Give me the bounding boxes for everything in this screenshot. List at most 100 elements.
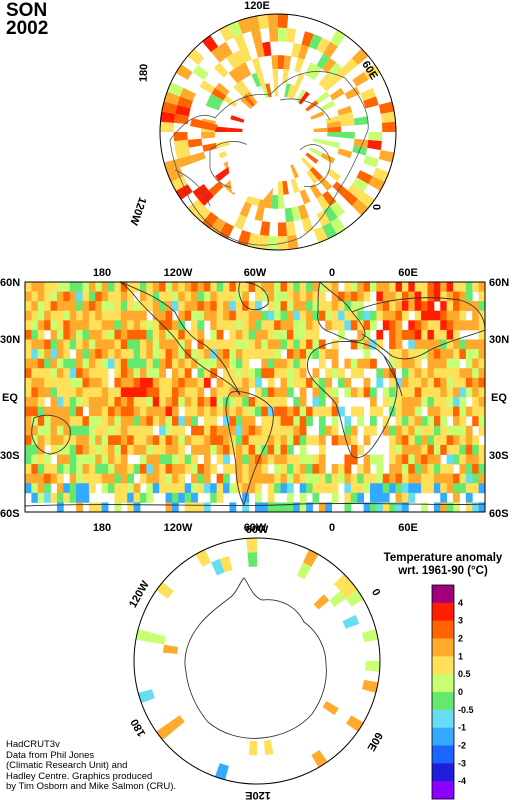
global-grid-cell	[31, 406, 39, 417]
global-grid-cell	[69, 339, 77, 350]
global-grid-cell	[184, 291, 192, 302]
north-polar-cell	[305, 100, 319, 112]
north-polar-cell	[233, 83, 247, 98]
global-grid-cell	[203, 291, 211, 302]
global-grid-cell	[140, 377, 147, 388]
global-grid-cell	[146, 473, 154, 484]
global-grid-cell	[203, 473, 211, 484]
north-polar-cell	[210, 217, 226, 235]
legend-tick-2: 2	[458, 634, 463, 644]
global-grid-cell	[63, 425, 71, 436]
south-polar-cell	[322, 701, 339, 716]
global-grid-cell	[255, 310, 262, 321]
global-grid-cell	[191, 310, 198, 321]
global-grid-cell	[69, 397, 77, 407]
global-grid-cell	[152, 435, 160, 446]
global-grid-cell	[363, 387, 371, 398]
global-grid-cell	[82, 435, 90, 446]
global-grid-cell	[133, 435, 141, 446]
global-grid-cell	[184, 454, 192, 465]
global-grid-cell	[261, 454, 269, 465]
global-grid-cell	[25, 320, 32, 331]
global-grid-cell	[171, 291, 179, 302]
global-grid-cell	[363, 454, 371, 465]
south-polar-cell	[296, 562, 312, 580]
global-grid-cell	[414, 464, 422, 475]
global-grid-cell	[242, 329, 250, 340]
global-grid-cell	[453, 397, 460, 407]
global-grid-cell	[427, 320, 435, 331]
legend-tick-minus-3: -3	[458, 758, 466, 768]
global-grid-cell	[44, 387, 51, 398]
global-grid-cell	[453, 282, 460, 292]
global-grid-cell	[171, 329, 179, 340]
global-grid-cell	[88, 291, 96, 302]
global-grid-cell	[88, 502, 96, 512]
global-grid-cell	[133, 310, 141, 321]
global-grid-cell	[274, 483, 281, 494]
north-polar-cell	[273, 82, 278, 97]
global-grid-cell	[216, 329, 224, 340]
global-grid-cell	[248, 483, 256, 494]
north-polar-cell	[167, 167, 184, 182]
global-grid-cell	[478, 291, 485, 302]
global-grid-cell	[453, 349, 460, 360]
global-grid-cell	[421, 464, 428, 475]
global-grid-cell	[108, 454, 115, 465]
global-grid-cell	[286, 358, 294, 369]
global-grid-cell	[421, 502, 428, 512]
global-grid-cell	[178, 483, 186, 494]
global-grid-cell	[433, 320, 441, 331]
global-grid-cell	[453, 291, 460, 302]
global-grid-cell	[37, 406, 45, 417]
global-grid-cell	[178, 320, 186, 331]
global-grid-cell	[127, 464, 135, 475]
north-polar-cell	[318, 73, 333, 88]
global-grid-cell	[82, 368, 90, 379]
global-grid-cell	[216, 291, 224, 302]
north-polar-cell	[160, 121, 175, 132]
global-grid-cell	[433, 435, 441, 446]
global-coastlines	[25, 282, 485, 507]
global-grid-cell	[255, 406, 262, 417]
legend-tick-0: 0	[458, 687, 463, 697]
global-grid-cell	[210, 282, 218, 292]
global-grid-cell	[472, 416, 480, 427]
global-grid-cell	[414, 377, 422, 388]
global-grid-cell	[248, 301, 256, 312]
global-grid-cell	[274, 454, 281, 465]
global-grid-cell	[165, 425, 173, 436]
global-grid-cell	[210, 483, 218, 494]
north-polar-cell	[267, 235, 278, 250]
global-grid-cell	[56, 397, 64, 407]
global-grid-cell	[235, 483, 243, 494]
global-grid-cell	[108, 416, 115, 427]
global-grid-cell	[197, 397, 205, 407]
global-grid-cell	[389, 406, 396, 417]
global-grid-cell	[459, 406, 467, 417]
global-grid-cell	[165, 310, 173, 321]
north-polar-cell	[327, 62, 343, 78]
global-grid-cell	[306, 483, 313, 494]
global-grid-cell	[44, 282, 51, 292]
global-grid-cell	[50, 425, 58, 436]
global-grid-cell	[370, 406, 377, 417]
global-grid-cell	[171, 425, 179, 436]
global-grid-cell	[312, 339, 320, 350]
north-polar-cell	[285, 28, 297, 43]
global-grid-cell	[286, 301, 294, 312]
global-grid-cell	[203, 416, 211, 427]
north-polar-cell	[342, 190, 358, 206]
global-grid-cell	[210, 425, 218, 436]
global-grid-cell	[56, 358, 64, 369]
global-grid-cell	[293, 320, 301, 331]
global-grid-cell	[255, 329, 262, 340]
global-grid-cell	[286, 502, 294, 512]
north-polar-cell	[315, 91, 330, 104]
global-grid-cell	[152, 339, 160, 350]
legend-color-swatch	[432, 781, 454, 800]
global-grid-cell	[280, 368, 288, 379]
global-grid-cell	[280, 377, 288, 388]
global-grid-cell	[184, 368, 192, 379]
global-grid-cell	[453, 425, 460, 436]
